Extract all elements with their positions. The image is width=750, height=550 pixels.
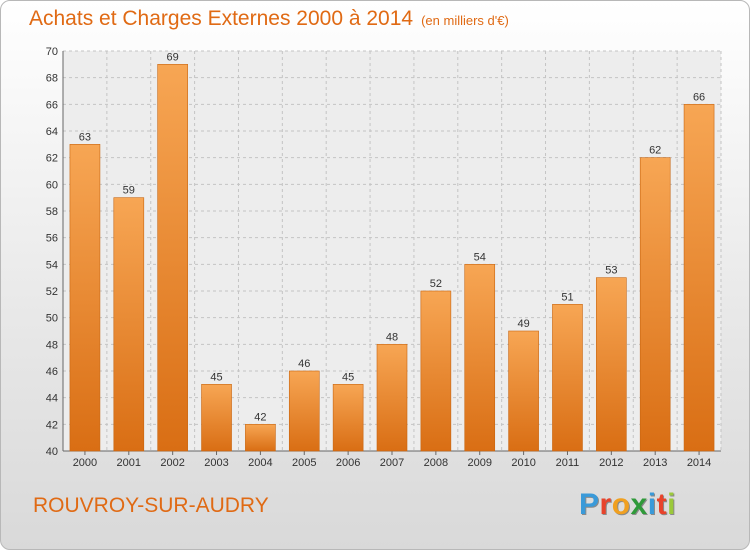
bar-value-label: 46 [298,358,310,370]
bar [288,370,320,452]
logo-letter: t [656,488,668,521]
x-tick-label: 2004 [248,457,272,469]
bar [508,330,539,452]
bar-value-label: 69 [167,51,179,63]
chart-title: Achats et Charges Externes 2000 à 2014 (e… [29,7,509,31]
y-tick-label: 66 [46,99,58,111]
bar-value-label: 49 [517,318,529,330]
y-tick-label: 58 [46,206,58,218]
y-tick-label: 54 [46,259,58,271]
logo-letter: i [667,488,676,521]
bar [201,384,232,452]
bar-value-label: 42 [254,411,266,423]
label-layer: 40 42 44 46 48 50 52 54 56 58 60 62 64 66 68 70 63 2000 59… [46,46,712,469]
y-tick-label: 70 [46,46,58,58]
x-tick-label: 2009 [467,457,491,469]
x-tick-label: 2007 [380,457,404,469]
y-tick-label: 64 [46,126,58,138]
bar [683,104,715,452]
bar [639,157,671,452]
y-tick-label: 56 [46,233,58,245]
y-tick-label: 68 [46,73,58,85]
y-tick-label: 52 [46,286,58,298]
bar [464,264,496,452]
bar-value-label: 53 [605,265,617,277]
bar-value-label: 66 [693,91,705,103]
x-tick-label: 2008 [424,457,448,469]
bar [552,304,583,452]
bar-layer [69,64,715,452]
x-tick-label: 2011 [556,457,580,469]
chart-subtitle: (en milliers d'€) [421,13,509,28]
x-tick-label: 2001 [117,457,141,469]
bar-value-label: 63 [79,131,91,143]
y-tick-label: 46 [46,366,58,378]
bar-value-label: 48 [386,331,398,343]
bar [332,384,364,452]
y-tick-label: 50 [46,313,58,325]
bar-value-label: 45 [342,371,354,383]
y-tick-label: 62 [46,153,58,165]
bar-value-label: 54 [474,251,486,263]
commune-name: ROUVROY-SUR-AUDRY [33,494,269,517]
x-tick-label: 2014 [687,457,711,469]
bar-value-label: 52 [430,278,442,290]
y-tick-label: 40 [46,446,58,458]
x-tick-label: 2012 [599,457,623,469]
logo-letter: i [647,488,657,521]
x-tick-label: 2010 [511,457,535,469]
y-tick-label: 60 [46,179,58,191]
x-tick-label: 2000 [73,457,97,469]
x-tick-label: 2003 [204,457,228,469]
bar [157,64,188,452]
bar [596,277,627,452]
y-tick-label: 42 [46,419,58,431]
bar [69,144,101,452]
bar-value-label: 62 [649,145,661,157]
x-tick-label: 2013 [643,457,667,469]
logo-letter: x [630,488,648,521]
bar-value-label: 45 [210,371,222,383]
logo-letter: r [599,488,612,521]
bar [113,197,145,452]
bar-value-label: 51 [561,291,573,303]
x-tick-label: 2006 [336,457,360,469]
logo-letter: o [611,488,631,521]
proxiti-logo: Proxiti [579,488,676,522]
logo-letter: P [579,488,600,521]
chart-title-text: Achats et Charges Externes 2000 à 2014 [29,7,414,30]
bar [420,290,452,452]
x-tick-label: 2002 [160,457,184,469]
bar [245,424,276,452]
bar-value-label: 59 [123,185,135,197]
x-tick-label: 2005 [292,457,316,469]
bar [376,344,408,452]
y-tick-label: 44 [46,393,58,405]
y-tick-label: 48 [46,339,58,351]
